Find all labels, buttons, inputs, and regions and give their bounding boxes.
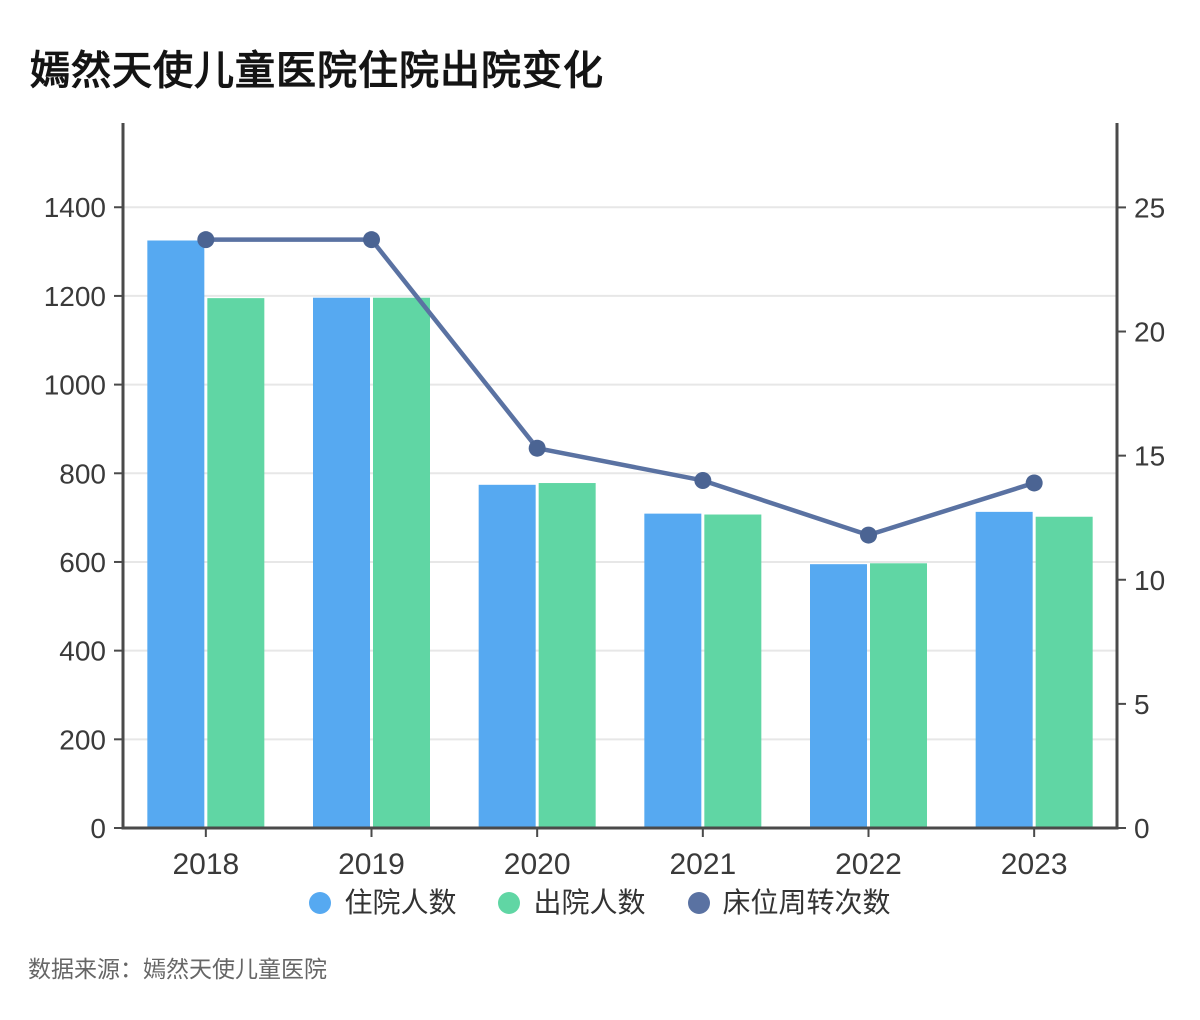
x-axis-label-2018: 2018 [172, 848, 239, 881]
bar-discharges-2021[interactable] [704, 514, 762, 828]
x-axis-label-2021: 2021 [669, 848, 736, 881]
y-axis-right-tick-label: 15 [1134, 441, 1165, 472]
x-axis-label-2023: 2023 [1001, 848, 1068, 881]
bar-admissions-2021[interactable] [644, 513, 702, 828]
legend-item-turnover[interactable]: 床位周转次数 [687, 887, 891, 918]
chart-title: 嫣然天使儿童医院住院出院变化 [30, 49, 604, 93]
bar-discharges-2022[interactable] [870, 563, 927, 828]
y-axis-right-tick-label: 0 [1134, 813, 1150, 844]
legend-label-admissions: 住院人数 [344, 887, 457, 918]
y-axis-left-tick-label: 600 [59, 547, 106, 578]
bar-admissions-2020[interactable] [478, 484, 536, 828]
y-axis-right-tick-label: 25 [1134, 192, 1165, 223]
y-axis-left-tick-label: 400 [59, 636, 106, 667]
turnover-line [203, 237, 1037, 538]
x-axis-label-2020: 2020 [504, 848, 571, 881]
y-axis-right-tick-label: 10 [1134, 565, 1165, 596]
legend-item-discharges[interactable]: 出院人数 [498, 887, 646, 918]
legend-dot-discharges-icon [498, 892, 521, 914]
turnover-point-2021[interactable] [694, 471, 712, 489]
y-axis-left-tick-label: 200 [59, 724, 106, 755]
legend-label-turnover: 床位周转次数 [722, 887, 891, 918]
turnover-point-2020[interactable] [528, 439, 546, 457]
legend-item-admissions[interactable]: 住院人数 [309, 889, 456, 917]
y-axis-left-tick-label: 1400 [44, 192, 106, 223]
bar-discharges-2020[interactable] [538, 483, 596, 828]
y-axis-left-tick-label: 0 [90, 813, 106, 844]
bar-admissions-2018[interactable] [147, 240, 205, 829]
turnover-point-2018[interactable] [197, 231, 215, 249]
turnover-point-2022[interactable] [860, 526, 877, 544]
legend-dot-turnover-icon [687, 892, 710, 914]
y-axis-left-tick-label: 1200 [44, 281, 106, 312]
source-note: 数据来源：嫣然天使儿童医院 [28, 956, 327, 982]
bar-discharges-2019[interactable] [373, 297, 430, 828]
bar-admissions-2019[interactable] [313, 297, 370, 828]
y-axis-left-tick-label: 1000 [44, 370, 106, 401]
legend-label-discharges: 出院人数 [533, 887, 646, 918]
legend-dot-admissions-icon [309, 892, 332, 914]
y-axis-right-tick-label: 5 [1134, 689, 1150, 720]
y-axis-left-tick-label: 800 [59, 458, 106, 489]
x-axis-label-2022: 2022 [835, 848, 902, 881]
y-axis-right-tick-label: 20 [1134, 317, 1165, 348]
bar-admissions-2023[interactable] [975, 511, 1033, 828]
turnover-point-2019[interactable] [363, 231, 380, 249]
turnover-point-2023[interactable] [1025, 474, 1043, 492]
bar-admissions-2022[interactable] [810, 564, 867, 828]
bar-discharges-2018[interactable] [207, 298, 265, 829]
x-axis-label-2019: 2019 [338, 848, 405, 881]
chart-legend: 住院人数 出院人数 床位周转次数 [0, 889, 1200, 917]
bar-discharges-2023[interactable] [1035, 516, 1093, 828]
